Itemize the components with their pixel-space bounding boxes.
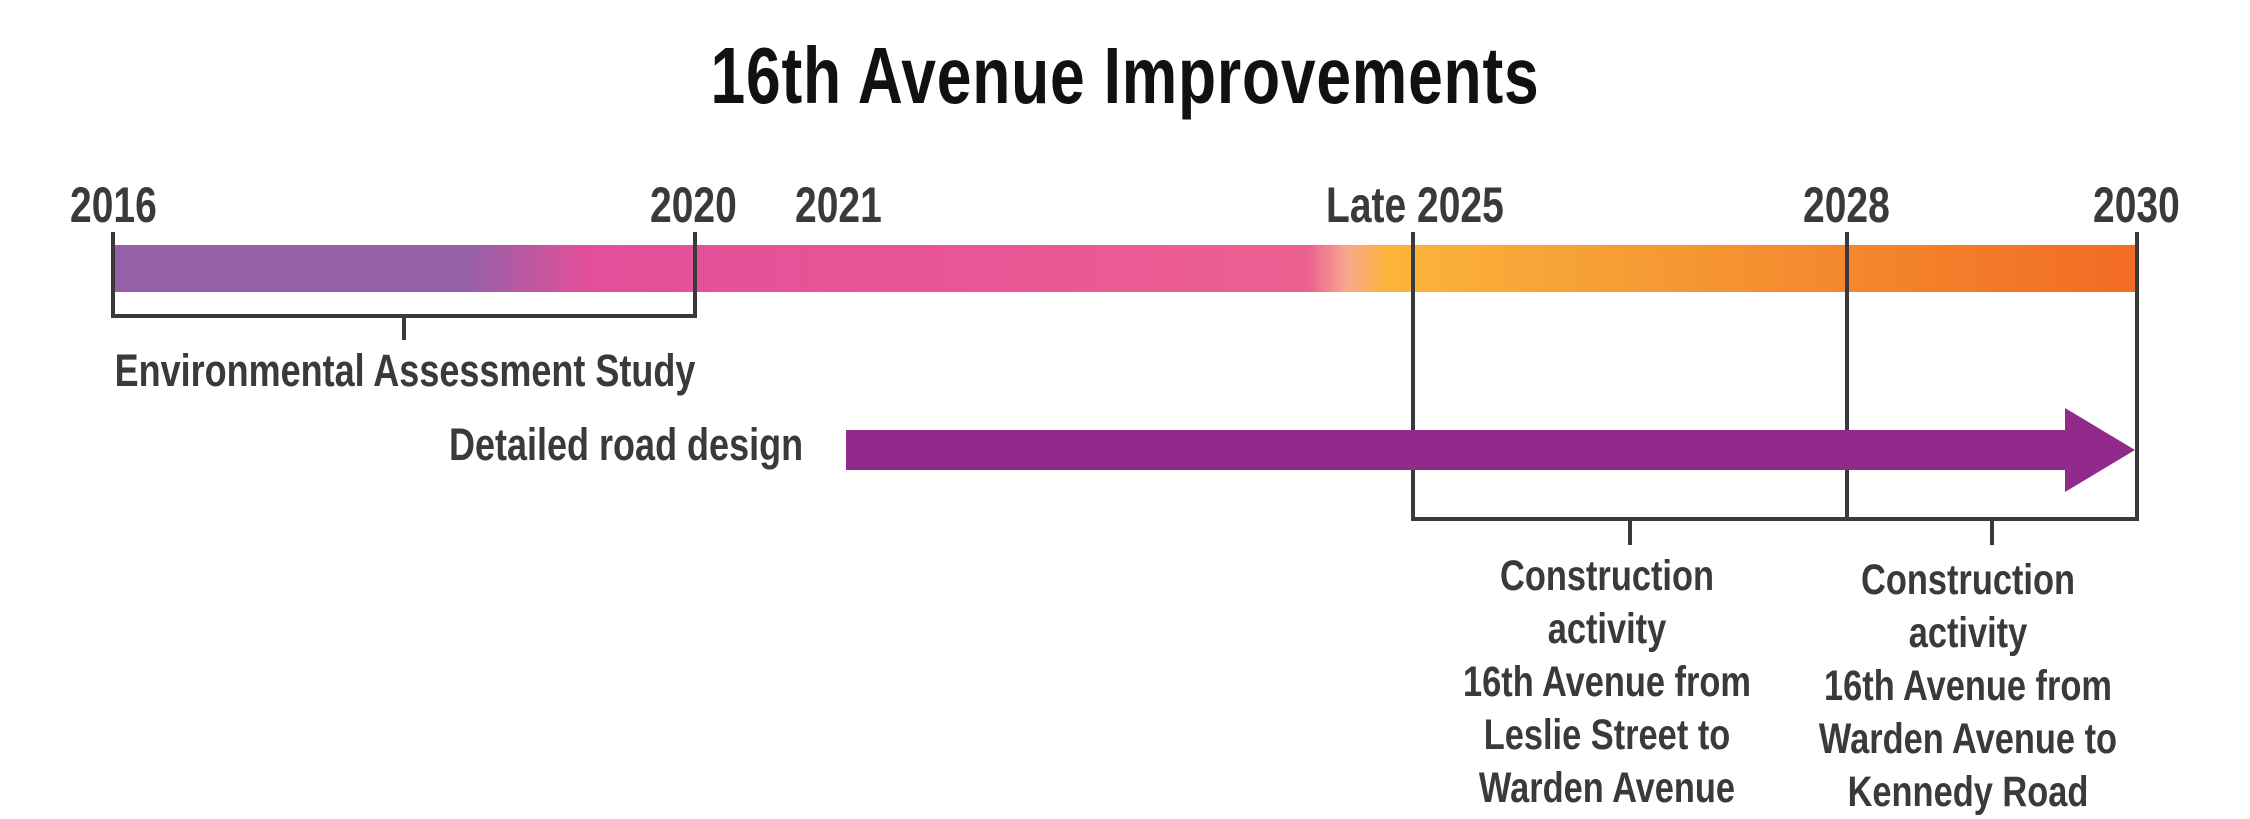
year-2020: 2020 bbox=[650, 177, 737, 233]
construction-1-line2: 16th Avenue from bbox=[1463, 658, 1751, 706]
ea-study-label: Environmental Assessment Study bbox=[114, 345, 696, 396]
year-2016: 2016 bbox=[70, 177, 157, 233]
year-late-2025: Late 2025 bbox=[1326, 177, 1504, 233]
page-title: 16th Avenue Improvements bbox=[710, 31, 1540, 120]
construction-2-line3: Warden Avenue to bbox=[1818, 715, 2118, 763]
construction-2-label: Construction activity 16th Avenue from W… bbox=[1800, 554, 2136, 819]
year-2021: 2021 bbox=[795, 177, 882, 233]
construction-1-line1: Construction activity bbox=[1499, 552, 1715, 653]
construction-2-line4: Kennedy Road bbox=[1847, 768, 2089, 816]
construction-2-line2: 16th Avenue from bbox=[1824, 662, 2112, 710]
construction-1-line3: Leslie Street to bbox=[1483, 711, 1731, 759]
road-design-arrow bbox=[846, 408, 2135, 492]
timeline-bar bbox=[113, 245, 2137, 292]
construction-1-label: Construction activity 16th Avenue from L… bbox=[1439, 550, 1775, 815]
year-2030: 2030 bbox=[2093, 177, 2180, 233]
year-2028: 2028 bbox=[1803, 177, 1890, 233]
construction-2-line1: Construction activity bbox=[1860, 556, 2076, 657]
construction-1-line4: Warden Avenue bbox=[1478, 764, 1736, 812]
road-design-label: Detailed road design bbox=[449, 419, 804, 470]
